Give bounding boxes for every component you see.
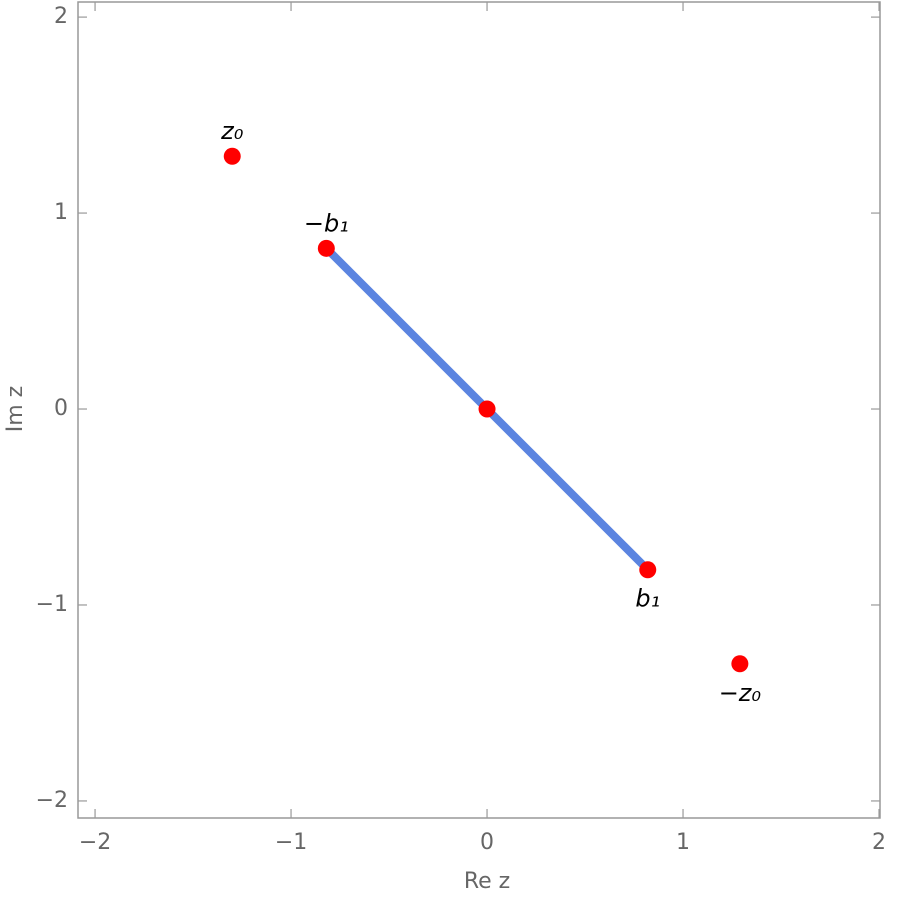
- point-label: z₀: [220, 117, 244, 145]
- point: [317, 239, 335, 257]
- x-tick-label: 0: [480, 830, 494, 855]
- y-tick-label: 2: [54, 4, 68, 29]
- x-tick-label: 1: [676, 830, 690, 855]
- point-label: −z₀: [719, 679, 762, 707]
- point: [478, 400, 496, 418]
- y-tick-label: −1: [36, 592, 68, 617]
- point-label: b₁: [635, 585, 660, 613]
- point: [639, 561, 657, 579]
- point-label: −b₁: [304, 209, 349, 237]
- y-axis-label: Im z: [3, 386, 28, 432]
- y-tick-label: −2: [36, 788, 68, 813]
- point: [731, 655, 749, 673]
- y-tick-label: 0: [54, 396, 68, 421]
- plot-frame: [77, 1, 881, 819]
- point: [223, 147, 241, 165]
- x-tick-label: −1: [275, 830, 307, 855]
- x-tick-label: −2: [79, 830, 111, 855]
- x-tick-label: 2: [872, 830, 886, 855]
- x-axis-label: Re z: [464, 869, 510, 894]
- y-tick-label: 1: [54, 200, 68, 225]
